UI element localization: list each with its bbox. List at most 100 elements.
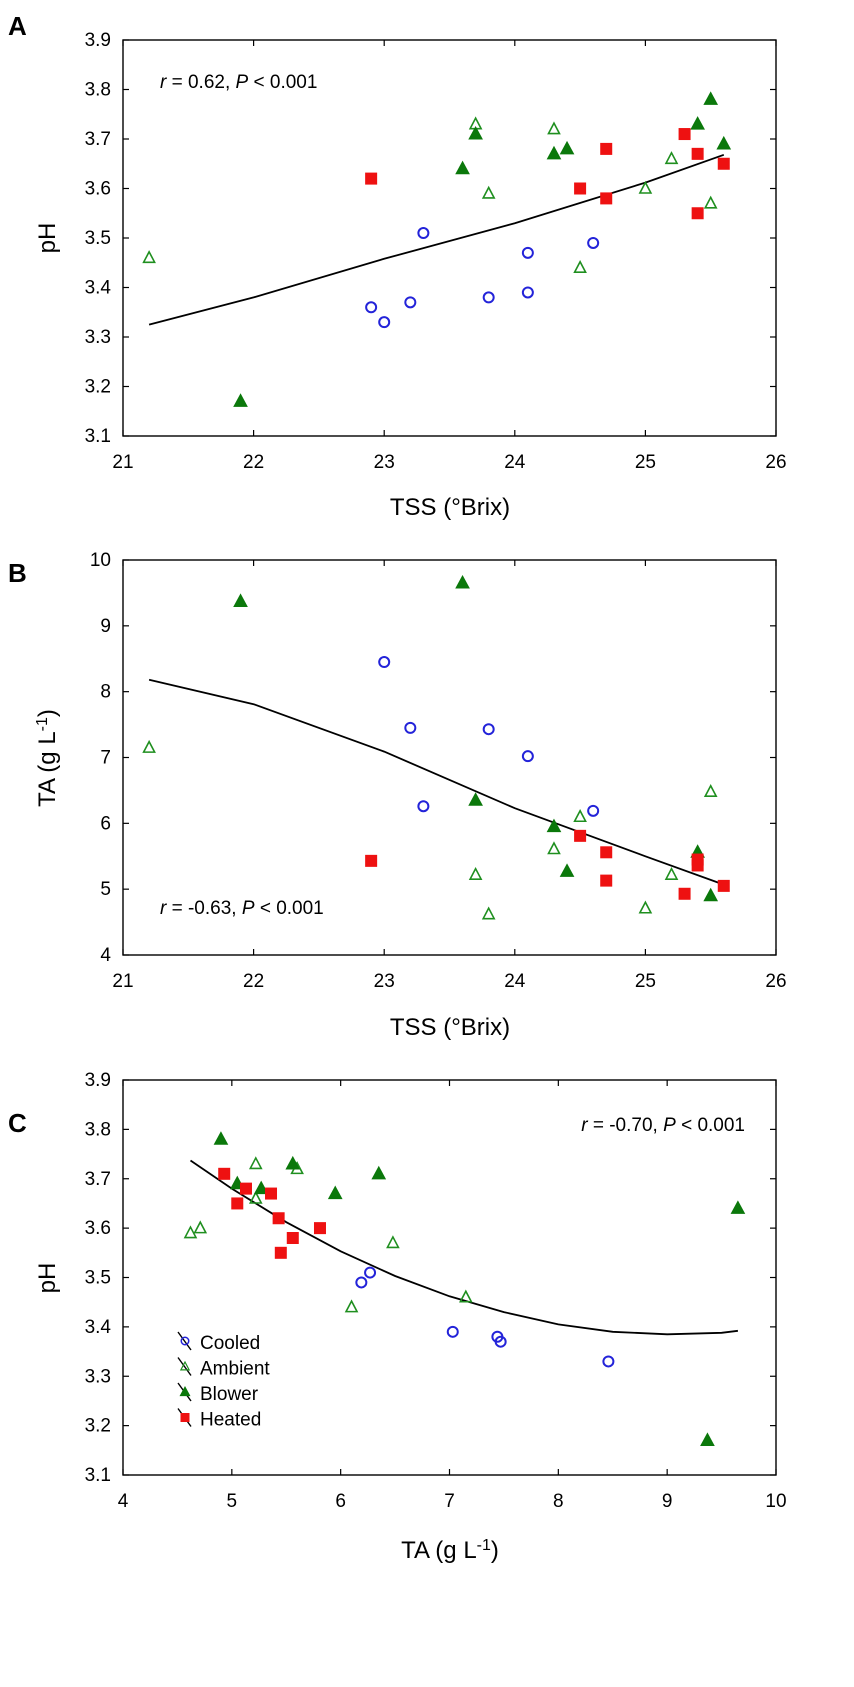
- data-point-cooled: [417, 227, 430, 240]
- y-tick-label: 10: [90, 550, 111, 571]
- y-tick-label: 3.4: [85, 1317, 112, 1338]
- legend-item-heated: Heated: [177, 1408, 261, 1431]
- data-point-blower: [455, 574, 470, 589]
- legend-label: Blower: [200, 1384, 259, 1405]
- data-point-cooled: [378, 656, 391, 669]
- data-point-ambient: [142, 739, 156, 753]
- data-point-heated: [313, 1222, 326, 1235]
- y-axis-label: TA (g L-1): [34, 709, 62, 807]
- y-tick-label: 3.8: [85, 1119, 111, 1140]
- data-point-blower: [213, 1131, 229, 1145]
- series-heated: [365, 128, 730, 220]
- x-tick-label: 23: [374, 452, 395, 473]
- legend-marker-blower: [179, 1385, 191, 1397]
- data-point-ambient: [248, 1190, 263, 1204]
- data-point-ambient: [468, 866, 483, 880]
- data-point-cooled: [482, 291, 495, 304]
- series-heated: [365, 829, 730, 900]
- data-point-blower: [690, 116, 705, 130]
- data-point-ambient: [547, 121, 561, 135]
- data-point-heated: [274, 1246, 287, 1259]
- x-tick-label: 10: [765, 1491, 786, 1512]
- x-tick-label: 25: [635, 971, 656, 992]
- x-tick-label: 22: [243, 971, 264, 992]
- y-tick-label: 3.5: [85, 228, 111, 249]
- data-point-ambient: [638, 900, 653, 914]
- series-blower: [213, 1131, 746, 1446]
- x-axis-label: TSS (°Brix): [390, 494, 510, 521]
- data-point-ambient: [344, 1299, 359, 1313]
- fit-line: [148, 153, 725, 326]
- data-point-ambient: [547, 841, 561, 855]
- data-point-blower: [559, 140, 575, 155]
- y-tick-label: 3.7: [85, 1169, 111, 1190]
- data-point-ambient: [664, 866, 679, 880]
- data-point-blower: [455, 160, 470, 175]
- y-tick-label: 7: [100, 748, 111, 769]
- x-tick-label: 24: [504, 452, 526, 473]
- data-point-heated: [265, 1187, 278, 1200]
- data-point-blower: [700, 1432, 715, 1446]
- panel-letter-c: C: [8, 1108, 27, 1138]
- data-point-heated: [717, 157, 730, 170]
- y-tick-label: 3.6: [85, 179, 111, 200]
- data-point-cooled: [602, 1355, 615, 1368]
- y-axis-label: pH: [34, 1263, 61, 1294]
- y-tick-label: 6: [100, 813, 111, 834]
- data-point-blower: [730, 1200, 746, 1214]
- data-point-cooled: [378, 316, 391, 329]
- x-tick-label: 5: [227, 1491, 238, 1512]
- data-point-ambient: [193, 1220, 208, 1234]
- y-tick-label: 9: [100, 616, 111, 637]
- y-tick-label: 3.9: [85, 30, 111, 51]
- data-point-blower: [468, 792, 483, 806]
- data-point-ambient: [183, 1225, 198, 1239]
- series-cooled: [365, 227, 600, 329]
- data-point-heated: [600, 192, 613, 205]
- legend-label: Heated: [200, 1410, 261, 1431]
- data-point-blower: [371, 1165, 387, 1180]
- fit-line: [189, 1159, 739, 1336]
- data-point-heated: [717, 879, 730, 892]
- data-point-blower: [233, 593, 248, 607]
- y-axis-label: pH: [34, 223, 61, 254]
- series-blower: [233, 91, 732, 407]
- series-ambient: [142, 116, 718, 274]
- data-point-cooled: [521, 286, 534, 299]
- y-tick-label: 3.4: [85, 278, 112, 299]
- data-point-heated: [365, 172, 378, 185]
- data-point-heated: [218, 1167, 231, 1180]
- x-tick-label: 21: [112, 452, 133, 473]
- legend-label: Cooled: [200, 1333, 260, 1354]
- data-point-ambient: [142, 250, 156, 264]
- y-tick-label: 3.9: [85, 1070, 111, 1091]
- x-tick-label: 25: [635, 452, 656, 473]
- x-tick-label: 21: [112, 971, 133, 992]
- data-point-cooled: [365, 301, 378, 314]
- data-point-blower: [546, 818, 562, 833]
- data-point-cooled: [404, 721, 417, 734]
- x-axis-label: TSS (°Brix): [390, 1014, 510, 1041]
- y-tick-label: 3.7: [85, 129, 111, 150]
- data-point-ambient: [459, 1289, 473, 1303]
- x-tick-label: 9: [662, 1491, 673, 1512]
- data-point-ambient: [481, 906, 496, 920]
- data-point-heated: [691, 207, 704, 220]
- series-ambient: [183, 1156, 473, 1313]
- series-heated: [218, 1167, 326, 1259]
- data-point-cooled: [417, 800, 430, 813]
- data-point-blower: [253, 1180, 269, 1195]
- correlation-annotation: r = 0.62, P < 0.001: [160, 72, 317, 93]
- data-point-ambient: [703, 784, 718, 798]
- data-point-heated: [678, 128, 691, 141]
- plot-frame: [122, 559, 777, 956]
- data-point-blower: [703, 887, 719, 902]
- y-tick-label: 3.2: [85, 377, 111, 398]
- data-point-ambient: [664, 151, 679, 165]
- data-point-blower: [327, 1185, 343, 1200]
- data-point-heated: [286, 1232, 299, 1244]
- data-point-cooled: [494, 1335, 507, 1348]
- panel-b: B 21 22 23 24 25 26 4 5 6 7 8 9 10 TSS (°Brix) TA (g L…: [8, 550, 787, 1041]
- x-tick-label: 8: [553, 1491, 564, 1512]
